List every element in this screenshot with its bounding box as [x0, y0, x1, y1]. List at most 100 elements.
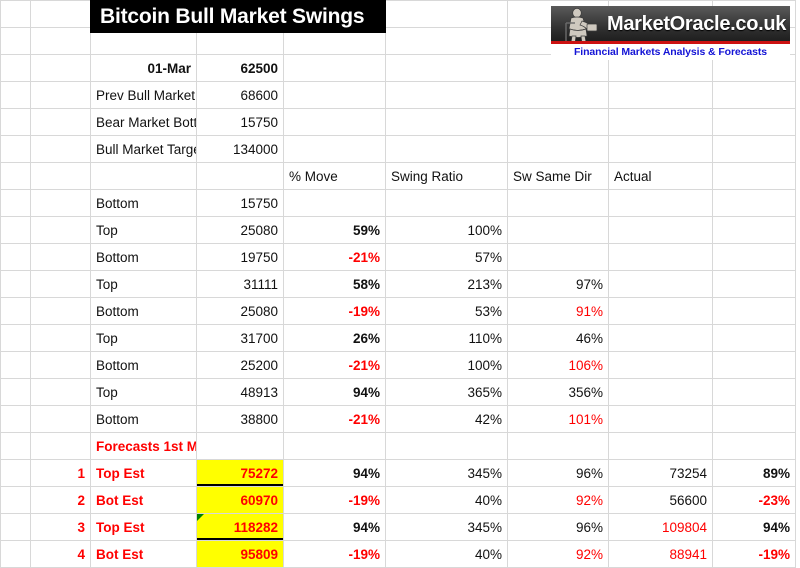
- logo-brand-text: MarketOracle.co.uk: [607, 13, 787, 35]
- row-label: Top: [90, 216, 197, 244]
- forecast-label: Bot Est: [90, 540, 197, 568]
- row-index: [30, 405, 91, 433]
- forecast-label: Top Est: [90, 513, 197, 541]
- summary-value: 15750: [196, 108, 284, 136]
- forecast-row: 2 Bot Est 60970 -19% 40% 92% 56600 -23%: [0, 486, 796, 514]
- row-label: Bottom: [90, 351, 197, 379]
- cell-empty: [385, 54, 508, 82]
- row-sw-same-dir: 106%: [507, 351, 609, 379]
- row-actual-move: [712, 324, 796, 352]
- forecast-pct-move: -19%: [283, 486, 386, 514]
- cell-empty: [30, 54, 91, 82]
- summary-label: Bull Market Target: [90, 135, 197, 163]
- cell-empty: [0, 540, 31, 568]
- row-sw-same-dir: 356%: [507, 378, 609, 406]
- cell-empty: [507, 108, 609, 136]
- cell-empty: [0, 297, 31, 325]
- forecast-price[interactable]: 118282: [196, 513, 284, 541]
- cell-empty: [385, 108, 508, 136]
- cell-empty: [712, 162, 796, 190]
- cell-empty: [283, 81, 386, 109]
- table-row: Top 25080 59% 100%: [0, 216, 796, 244]
- cell-empty: [0, 162, 31, 190]
- cell-empty: [0, 405, 31, 433]
- row-sw-same-dir: 91%: [507, 297, 609, 325]
- cell-empty: [283, 135, 386, 163]
- column-header-actual: Actual: [608, 162, 713, 190]
- table-row: Bottom 38800 -21% 42% 101%: [0, 405, 796, 433]
- summary-row-prev-top: Prev Bull Market Top 68600: [0, 81, 796, 109]
- cell-empty: [90, 162, 197, 190]
- cell-empty: [608, 81, 713, 109]
- cell-empty: [0, 54, 31, 82]
- row-label: Bottom: [90, 243, 197, 271]
- row-swing-ratio: 110%: [385, 324, 508, 352]
- cell-empty: [196, 162, 284, 190]
- cell-empty: [30, 27, 91, 55]
- row-sw-same-dir: 97%: [507, 270, 609, 298]
- forecast-heading: Forecasts 1st March: [90, 432, 197, 460]
- cell-empty: [0, 0, 31, 28]
- seated-analyst-icon: [561, 8, 598, 44]
- row-actual: [608, 216, 713, 244]
- forecast-price[interactable]: 95809: [196, 540, 284, 568]
- summary-label: Prev Bull Market Top: [90, 81, 197, 109]
- row-actual: [608, 324, 713, 352]
- row-sw-same-dir: [507, 189, 609, 217]
- row-actual-move: [712, 216, 796, 244]
- table-row: Top 31700 26% 110% 46%: [0, 324, 796, 352]
- summary-row-bear-bottom: Bear Market Bottom 15750: [0, 108, 796, 136]
- summary-row-bull-target: Bull Market Target 134000: [0, 135, 796, 163]
- row-pct-move: -21%: [283, 405, 386, 433]
- forecast-sw-same-dir: 96%: [507, 459, 609, 487]
- forecast-row: 3 Top Est 118282 94% 345% 96% 109804 94%: [0, 513, 796, 541]
- row-sw-same-dir: [507, 243, 609, 271]
- forecast-pct-move: 94%: [283, 459, 386, 487]
- row-pct-move: 26%: [283, 324, 386, 352]
- forecast-label: Bot Est: [90, 486, 197, 514]
- table-row: Bottom 19750 -21% 57%: [0, 243, 796, 271]
- row-pct-move: 59%: [283, 216, 386, 244]
- row-price: 19750: [196, 243, 284, 271]
- column-header-pct-move: % Move: [283, 162, 386, 190]
- forecast-swing-ratio: 40%: [385, 486, 508, 514]
- row-actual-move: [712, 351, 796, 379]
- forecast-actual: 73254: [608, 459, 713, 487]
- row-index: [30, 297, 91, 325]
- forecast-swing-ratio: 40%: [385, 540, 508, 568]
- cell-empty: [385, 27, 508, 55]
- cell-empty: [712, 432, 796, 460]
- forecast-price[interactable]: 60970: [196, 486, 284, 514]
- row-price: 31700: [196, 324, 284, 352]
- forecast-actual: 56600: [608, 486, 713, 514]
- forecast-pct-move: 94%: [283, 513, 386, 541]
- cell-empty: [0, 108, 31, 136]
- page-title: Bitcoin Bull Market Swings: [90, 0, 386, 33]
- cell-empty: [30, 432, 91, 460]
- row-label: Bottom: [90, 189, 197, 217]
- row-index: [30, 324, 91, 352]
- row-index: [30, 243, 91, 271]
- forecast-row: 1 Top Est 75272 94% 345% 96% 73254 89%: [0, 459, 796, 487]
- row-price: 31111: [196, 270, 284, 298]
- forecast-index: 3: [30, 513, 91, 541]
- row-swing-ratio: 53%: [385, 297, 508, 325]
- table-row: Top 31111 58% 213% 97%: [0, 270, 796, 298]
- row-pct-move: [283, 189, 386, 217]
- cell-empty: [0, 378, 31, 406]
- cell-empty: [30, 162, 91, 190]
- table-row: Top 48913 94% 365% 356%: [0, 378, 796, 406]
- row-sw-same-dir: [507, 216, 609, 244]
- cell-empty: [0, 486, 31, 514]
- marketoracle-logo[interactable]: MarketOracle.co.uk Financial Markets Ana…: [551, 6, 790, 60]
- row-actual-move: [712, 378, 796, 406]
- cell-empty: [0, 432, 31, 460]
- forecast-swing-ratio: 345%: [385, 513, 508, 541]
- forecast-price[interactable]: 75272: [196, 459, 284, 487]
- forecast-swing-ratio: 345%: [385, 459, 508, 487]
- row-price: 25080: [196, 216, 284, 244]
- cell-empty: [30, 0, 91, 28]
- row-label: Bottom: [90, 405, 197, 433]
- cell-empty: [385, 81, 508, 109]
